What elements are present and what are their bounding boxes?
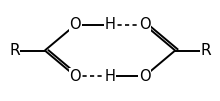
Text: O: O [70, 69, 81, 84]
Text: R: R [9, 43, 20, 58]
Text: O: O [70, 17, 81, 32]
Text: H: H [104, 17, 116, 32]
Text: O: O [139, 17, 150, 32]
Text: O: O [139, 69, 150, 84]
Text: R: R [200, 43, 211, 58]
Text: H: H [104, 69, 116, 84]
